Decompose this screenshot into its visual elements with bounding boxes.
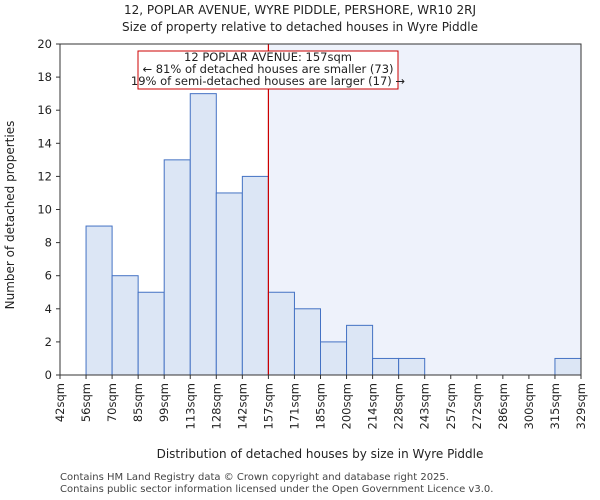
- y-tick-label: 20: [37, 37, 52, 51]
- histogram-bar: [137, 291, 165, 376]
- histogram-bar: [267, 291, 295, 376]
- x-tick-label: 286sqm: [496, 383, 510, 429]
- chart-title: 12, POPLAR AVENUE, WYRE PIDDLE, PERSHORE…: [123, 3, 476, 17]
- x-tick-label: 85sqm: [131, 383, 145, 422]
- histogram-bar: [111, 275, 139, 376]
- histogram-bar: [241, 175, 269, 376]
- histogram-bar: [372, 357, 400, 376]
- x-tick-label: 200sqm: [340, 383, 354, 429]
- y-tick-label: 16: [37, 103, 52, 117]
- annotation-line-1: 12 POPLAR AVENUE: 157sqm: [184, 50, 352, 64]
- x-tick-label: 315sqm: [548, 383, 562, 429]
- y-tick-label: 2: [45, 335, 52, 349]
- histogram-bar: [346, 324, 374, 376]
- x-tick-label: 329sqm: [574, 383, 588, 429]
- histogram-bar: [293, 308, 322, 376]
- x-tick-label: 99sqm: [157, 383, 171, 422]
- annotation-line-2: ← 81% of detached houses are smaller (73…: [142, 62, 393, 76]
- histogram-bar: [554, 357, 582, 376]
- x-axis-label: Distribution of detached houses by size …: [157, 447, 484, 461]
- y-tick-label: 8: [45, 236, 52, 250]
- histogram-bar: [215, 192, 243, 376]
- annotation-box: 12 POPLAR AVENUE: 157sqm ← 81% of detach…: [131, 50, 406, 90]
- y-tick-label: 4: [45, 302, 52, 316]
- x-tick-label: 113sqm: [183, 383, 197, 429]
- x-tick-label: 300sqm: [522, 383, 536, 429]
- y-tick-label: 6: [45, 269, 52, 283]
- histogram-bar: [189, 93, 217, 376]
- footer-line-2: Contains public sector information licen…: [60, 484, 494, 495]
- x-tick-label: 157sqm: [261, 383, 275, 429]
- x-tick-label: 185sqm: [314, 383, 328, 429]
- y-tick-label: 0: [45, 368, 52, 382]
- histogram-bar: [320, 341, 348, 376]
- x-tick-label: 228sqm: [392, 383, 406, 429]
- x-tick-label: 70sqm: [105, 383, 119, 422]
- histogram-bar: [398, 357, 426, 376]
- y-tick-label: 12: [37, 169, 52, 183]
- x-tick-label: 272sqm: [470, 383, 484, 429]
- y-tick-label: 10: [37, 203, 52, 217]
- x-tick-label: 42sqm: [53, 383, 67, 422]
- plot-frame: [59, 43, 582, 376]
- x-tick-label: 142sqm: [235, 383, 249, 429]
- y-tick-label: 18: [37, 70, 52, 84]
- x-tick-label: 243sqm: [418, 383, 432, 429]
- y-axis-label: Number of detached properties: [3, 121, 17, 310]
- histogram-bar: [163, 159, 191, 376]
- x-tick-label: 128sqm: [209, 383, 223, 429]
- x-tick-label: 257sqm: [444, 383, 458, 429]
- y-tick-label: 14: [37, 136, 52, 150]
- x-tick-label: 56sqm: [79, 383, 93, 422]
- chart-subtitle: Size of property relative to detached ho…: [122, 20, 478, 34]
- annotation-line-3: 19% of semi-detached houses are larger (…: [131, 74, 406, 88]
- histogram-bar: [85, 225, 113, 376]
- footer-line-1: Contains HM Land Registry data © Crown c…: [60, 472, 449, 483]
- x-tick-label: 171sqm: [287, 383, 301, 429]
- x-tick-label: 214sqm: [366, 383, 380, 429]
